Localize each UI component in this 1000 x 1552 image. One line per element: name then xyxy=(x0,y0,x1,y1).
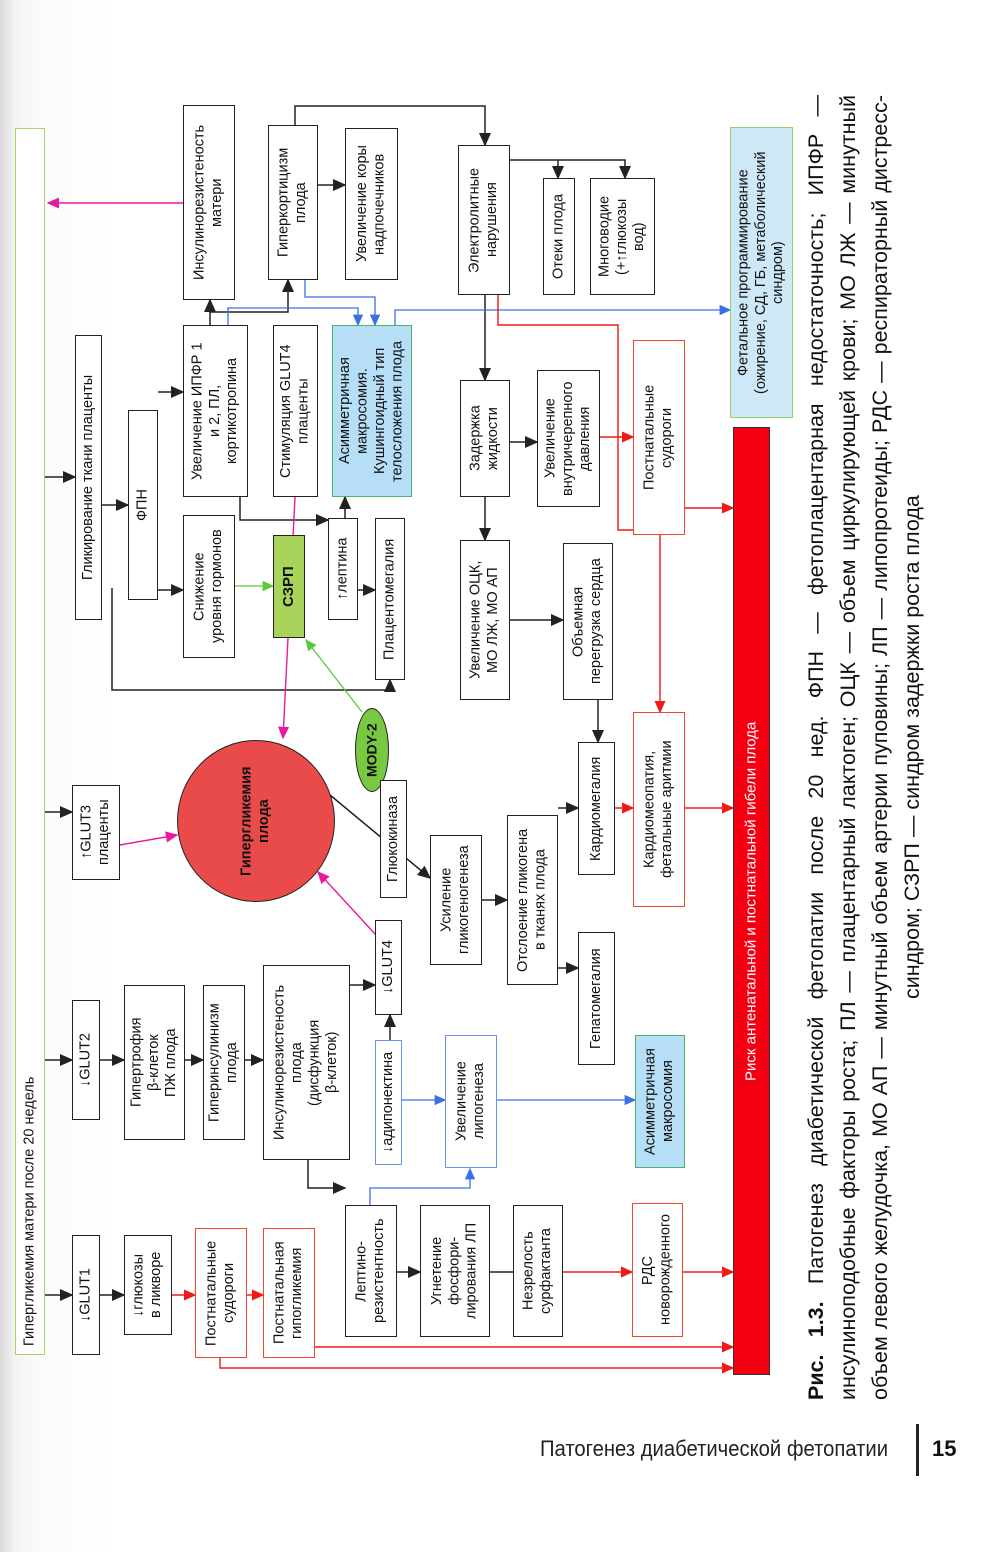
node-maternal-insulin-resistance: Инсулинорезистеность матери xyxy=(183,105,235,300)
node-placenta-glycation: Гликирование ткани плаценты xyxy=(75,335,102,620)
node-fpn: ФПН xyxy=(128,410,158,600)
node-fluid-retention: Задержка жидкости xyxy=(460,380,510,497)
node-leptin-resistance: Лептино- резистентность xyxy=(345,1205,397,1337)
node-iugr: СЗРП xyxy=(273,535,305,638)
node-adrenal-cortex: Увеличение коры надпочечников xyxy=(345,128,398,280)
node-postnatal-hypoglycemia: Постнатальная гипогликемия xyxy=(263,1228,315,1358)
node-hormone-decrease: Снижение уровня гормонов xyxy=(183,515,235,658)
caption-label: Рис. 1.3. xyxy=(804,1301,828,1400)
arrow xyxy=(239,497,330,526)
node-death-risk-bar: Риск антенатальной и постнатальной гибел… xyxy=(733,427,770,1375)
arrow xyxy=(305,638,363,713)
node-asym-macrosomia-cushing: Асимметричная макросомия. Кушингоидный т… xyxy=(332,325,412,497)
node-csf-glucose: ↓глюкозы в ликворе xyxy=(124,1235,172,1335)
node-electrolyte: Электролитные нарушения xyxy=(458,145,510,295)
node-fetal-edema: Отеки плода xyxy=(543,178,575,295)
node-glut2: ↓GLUT2 xyxy=(72,1000,100,1120)
node-fetal-hyperglycemia: Гипергликемия плода xyxy=(177,740,335,902)
footer-divider xyxy=(916,1424,919,1476)
node-postnatal-seizures-2: Постнатальные судороги xyxy=(633,340,685,535)
node-bcv-increase: Увеличение ОЦК, МО ЛЖ, МО АП xyxy=(460,540,510,700)
node-leptin-up: ↑лептина xyxy=(328,518,358,620)
arrow xyxy=(219,1358,735,1374)
node-cardiomyopathy: Кардиомеопатия, фетальные аритмии xyxy=(633,712,685,907)
node-hepatomegaly: Гепатомегалия xyxy=(578,932,615,1065)
node-surfactant: Незрелость сурфактанта xyxy=(513,1205,563,1337)
arrow xyxy=(497,295,666,714)
arrow xyxy=(394,304,732,325)
node-lp-phosphorylation: Угнетение фосфори- лирования ЛП xyxy=(420,1205,490,1337)
node-rds: РДС новорожденного xyxy=(632,1203,683,1337)
arrow xyxy=(304,280,381,327)
node-volume-overload: Объемная перегрузка сердца xyxy=(563,543,613,700)
node-glycogenesis: Усиление гликогеногенеза xyxy=(430,835,482,965)
arrow xyxy=(227,307,364,327)
arrow xyxy=(369,1167,476,1205)
node-hypercorticism: Гиперкортицизм плода xyxy=(268,125,318,280)
node-glycogen-deposit: Отслоение гликогена в тканях плода xyxy=(507,815,558,985)
node-icp-increase: Увеличение внутричерепного давления xyxy=(537,370,600,507)
node-postnatal-seizures-1: Постнатальные судороги xyxy=(195,1228,247,1358)
node-beta-hypertrophy: Гипертрофия β-клеток ПЖ плода xyxy=(124,985,185,1140)
node-adiponectin-down: ↓адипонектина xyxy=(375,1040,402,1165)
node-hyperinsulinism: Гиперинсулинизм плода xyxy=(203,985,245,1140)
node-fetal-insulin-resistance: Инсулинорезистеность плода (дисфункция β… xyxy=(263,965,350,1160)
node-maternal-hyperglycemia: Гипергликемия матери после 20 недель xyxy=(15,128,45,1355)
node-lipogenesis: Увеличение липогенеза xyxy=(445,1035,497,1168)
node-glut1: ↓GLUT1 xyxy=(72,1235,100,1355)
arrow xyxy=(111,588,396,692)
page-number: 15 xyxy=(932,1436,957,1461)
node-fetal-programming: Фетальное программирование (ожирение, СД… xyxy=(730,127,793,418)
arrow xyxy=(317,870,377,936)
node-glut3: ↑GLUT3 плаценты xyxy=(72,785,120,880)
node-cardiomegaly: Кардиомегалия xyxy=(578,742,615,875)
caption-text: Патогенез диабетической фетопатии после … xyxy=(804,95,924,1400)
node-polyhydramnios: Многоводие (+↑глюкозы вод) xyxy=(590,178,655,295)
node-glucokinase: Глюкокиназа xyxy=(380,780,407,898)
arrow xyxy=(210,278,294,313)
arrow xyxy=(510,159,631,180)
running-title: Патогенез диабетической фетопатии xyxy=(540,1436,889,1461)
node-placentomegaly: Плацентомегалия xyxy=(375,518,405,680)
arrow xyxy=(119,831,179,846)
node-igf-increase: Увеличение ИПФР 1 и 2, ПЛ, кортикотропин… xyxy=(183,325,248,497)
figure-caption: Рис. 1.3. Патогенез диабетической фетопа… xyxy=(800,95,932,1400)
arrow xyxy=(307,1160,347,1194)
node-glut4-stimulation: Стимуляция GLUT4 плаценты xyxy=(273,325,318,497)
node-asym-macrosomia: Асимметричная макросомия xyxy=(635,1035,685,1168)
arrow xyxy=(294,105,491,147)
node-glut4-down: ↓GLUT4 xyxy=(375,920,402,1015)
